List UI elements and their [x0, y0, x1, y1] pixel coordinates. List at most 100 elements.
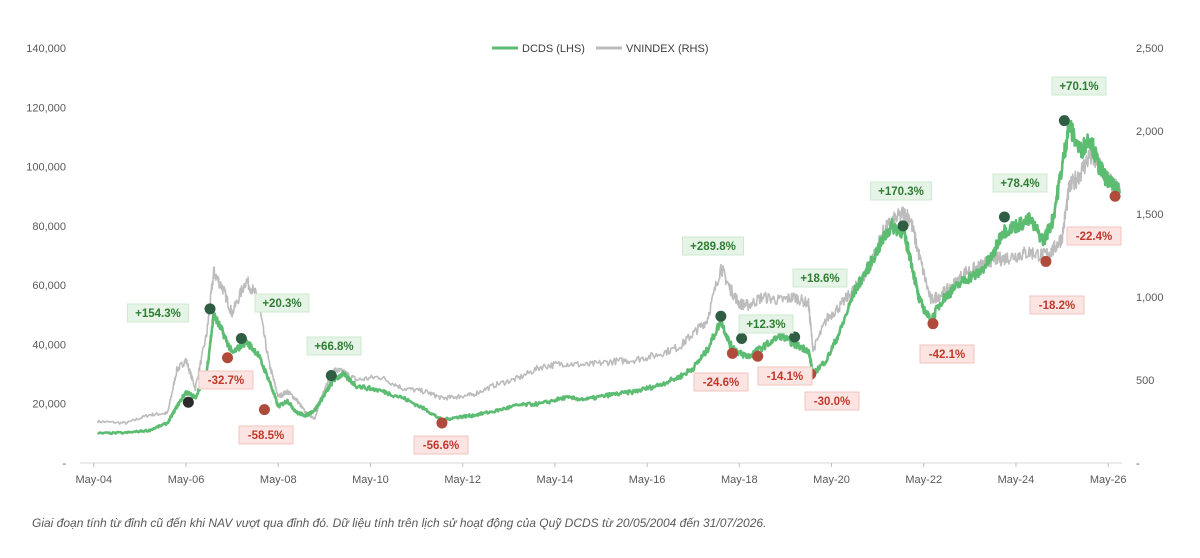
y-left-tick-label: 40,000 — [32, 339, 66, 351]
badge-box — [757, 366, 813, 386]
loss-badge: -24.6% — [693, 372, 749, 392]
trough-marker — [436, 417, 448, 429]
loss-badge: -30.0% — [804, 391, 860, 411]
legend-label-vnindex: VNINDEX (RHS) — [626, 43, 709, 55]
x-tick-label: May-26 — [1090, 474, 1127, 486]
peak-marker — [715, 310, 727, 322]
y-left-tick-label: 120,000 — [26, 102, 66, 114]
annotation-badges: +154.3% -32.7% +20.3% -58.5% +66.8% -56.6% +28… — [127, 76, 1122, 455]
loss-badge: -22.4% — [1066, 226, 1122, 246]
peak-marker — [897, 220, 909, 232]
badge-box — [870, 181, 932, 201]
badge-box — [127, 303, 189, 323]
badge-label: +20.3% — [262, 298, 301, 310]
badge-box — [238, 425, 294, 445]
badge-label: +170.3% — [878, 186, 924, 198]
badge-box — [1051, 76, 1107, 96]
nav-chart: May-04 May-06 May-08 May-10 May-12 May-14 May-… — [26, 43, 1163, 486]
trough-marker — [182, 396, 194, 408]
gain-badge: +154.3% — [127, 303, 189, 323]
gain-badge: +12.3% — [738, 314, 794, 334]
peak-marker — [1058, 115, 1070, 127]
badge-box — [738, 314, 794, 334]
x-tick-label: May-12 — [444, 474, 481, 486]
badge-label: +289.8% — [690, 241, 736, 253]
trough-marker — [726, 347, 738, 359]
x-tick-label: May-18 — [721, 474, 758, 486]
badge-label: +78.4% — [1000, 178, 1039, 190]
y-right-tick-label: 2,000 — [1136, 126, 1164, 138]
peak-marker — [325, 370, 337, 382]
badge-box — [306, 336, 362, 356]
badge-label: -56.6% — [423, 440, 459, 452]
y-right-tick-label: 2,500 — [1136, 43, 1164, 55]
gain-badge: +18.6% — [792, 268, 848, 288]
badge-label: -18.2% — [1039, 300, 1075, 312]
loss-badge: -18.2% — [1029, 295, 1085, 315]
x-tick-label: May-06 — [168, 474, 205, 486]
y-left-tick-label: - — [62, 458, 66, 470]
x-tick-label: May-04 — [75, 474, 112, 486]
x-tick-label: May-10 — [352, 474, 389, 486]
peak-marker — [235, 333, 247, 344]
y-right-tick-label: 500 — [1136, 375, 1154, 387]
axes: May-04 May-06 May-08 May-10 May-12 May-14 May-… — [26, 43, 1163, 486]
y-left-tick-label: 140,000 — [26, 43, 66, 55]
badge-box — [254, 293, 310, 313]
x-tick-label: May-16 — [629, 474, 666, 486]
trough-marker — [258, 404, 270, 416]
badge-box — [1066, 226, 1122, 246]
legend-label-dcds: DCDS (LHS) — [522, 43, 585, 55]
badge-label: -14.1% — [767, 371, 803, 383]
x-tick-label: May-08 — [260, 474, 297, 486]
loss-badge: -42.1% — [919, 344, 975, 364]
y-left-tick-label: 100,000 — [26, 162, 66, 174]
badge-label: +66.8% — [314, 341, 353, 353]
badge-label: +18.6% — [800, 273, 839, 285]
loss-badge: -32.7% — [198, 370, 254, 390]
peak-marker — [789, 331, 801, 343]
y-right-tick-label: - — [1136, 458, 1140, 470]
badge-box — [693, 372, 749, 392]
y-right-tick-label: 1,000 — [1136, 292, 1164, 304]
trough-marker — [222, 352, 234, 364]
badge-box — [682, 236, 744, 256]
badge-label: -30.0% — [814, 396, 850, 408]
badge-label: +70.1% — [1059, 81, 1098, 93]
x-tick-label: May-24 — [998, 474, 1035, 486]
gain-badge: +170.3% — [870, 181, 932, 201]
badge-label: -58.5% — [248, 430, 284, 442]
badge-label: +12.3% — [746, 319, 785, 331]
loss-badge: -14.1% — [757, 366, 813, 386]
x-tick-label: May-14 — [537, 474, 574, 486]
trough-marker — [1040, 255, 1052, 267]
badge-label: +154.3% — [135, 308, 181, 320]
legend: DCDS (LHS) VNINDEX (RHS) — [492, 43, 709, 55]
footnote: Giai đoạn tính từ đỉnh cũ đến khi NAV vư… — [32, 516, 767, 530]
peak-marker — [736, 333, 748, 344]
annotation-markers — [182, 115, 1121, 429]
badge-box — [413, 435, 469, 455]
badge-box — [992, 173, 1048, 193]
badge-label: -22.4% — [1076, 231, 1112, 243]
trough-marker — [1109, 190, 1121, 202]
badge-label: -42.1% — [929, 349, 965, 361]
badge-box — [1029, 295, 1085, 315]
series-lines — [96, 119, 1121, 436]
series-line-dcds — [97, 119, 1121, 436]
badge-label: -32.7% — [208, 375, 244, 387]
trough-marker — [752, 350, 764, 362]
trough-marker — [927, 318, 939, 330]
y-left-tick-label: 20,000 — [32, 399, 66, 411]
badge-box — [804, 391, 860, 411]
badge-box — [792, 268, 848, 288]
loss-badge: -56.6% — [413, 435, 469, 455]
badge-box — [919, 344, 975, 364]
peak-marker — [998, 211, 1010, 223]
gain-badge: +70.1% — [1051, 76, 1107, 96]
gain-badge: +289.8% — [682, 236, 744, 256]
gain-badge: +66.8% — [306, 336, 362, 356]
x-tick-label: May-20 — [813, 474, 850, 486]
y-left-tick-label: 80,000 — [32, 221, 66, 233]
badge-box — [198, 370, 254, 390]
